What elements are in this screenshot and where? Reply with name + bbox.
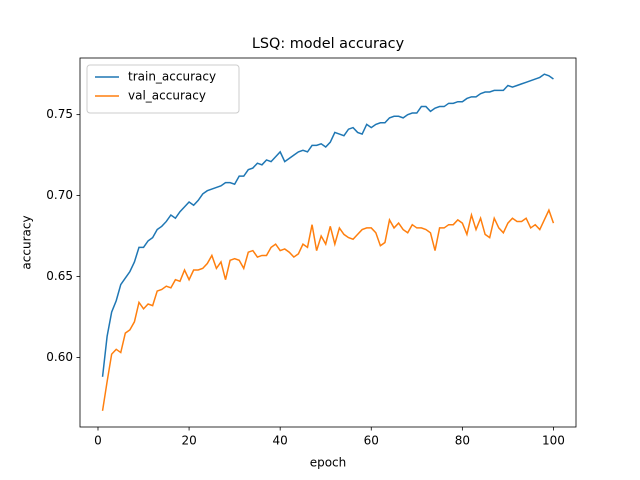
- y-tick-label: 0.75: [46, 107, 73, 121]
- legend-label: val_accuracy: [128, 89, 206, 103]
- legend-box: [86, 64, 240, 114]
- y-tick-label: 0.60: [46, 350, 73, 364]
- x-tick-label: 40: [273, 434, 288, 448]
- line-series: [101, 73, 554, 377]
- x-axis-label: epoch: [310, 456, 347, 470]
- legend-label: train_accuracy: [128, 70, 216, 84]
- y-axis-label: accuracy: [20, 215, 34, 269]
- y-tick-label: 0.65: [46, 269, 73, 283]
- plot-frame: [79, 57, 577, 428]
- y-tick-label: 0.70: [46, 188, 73, 202]
- x-tick-label: 20: [181, 434, 196, 448]
- line-series: [101, 208, 555, 411]
- x-tick-label: 60: [364, 434, 379, 448]
- x-tick-label: 0: [94, 434, 102, 448]
- x-tick-label: 100: [542, 434, 565, 448]
- chart-title: LSQ: model accuracy: [252, 36, 405, 52]
- x-tick-label: 80: [455, 434, 470, 448]
